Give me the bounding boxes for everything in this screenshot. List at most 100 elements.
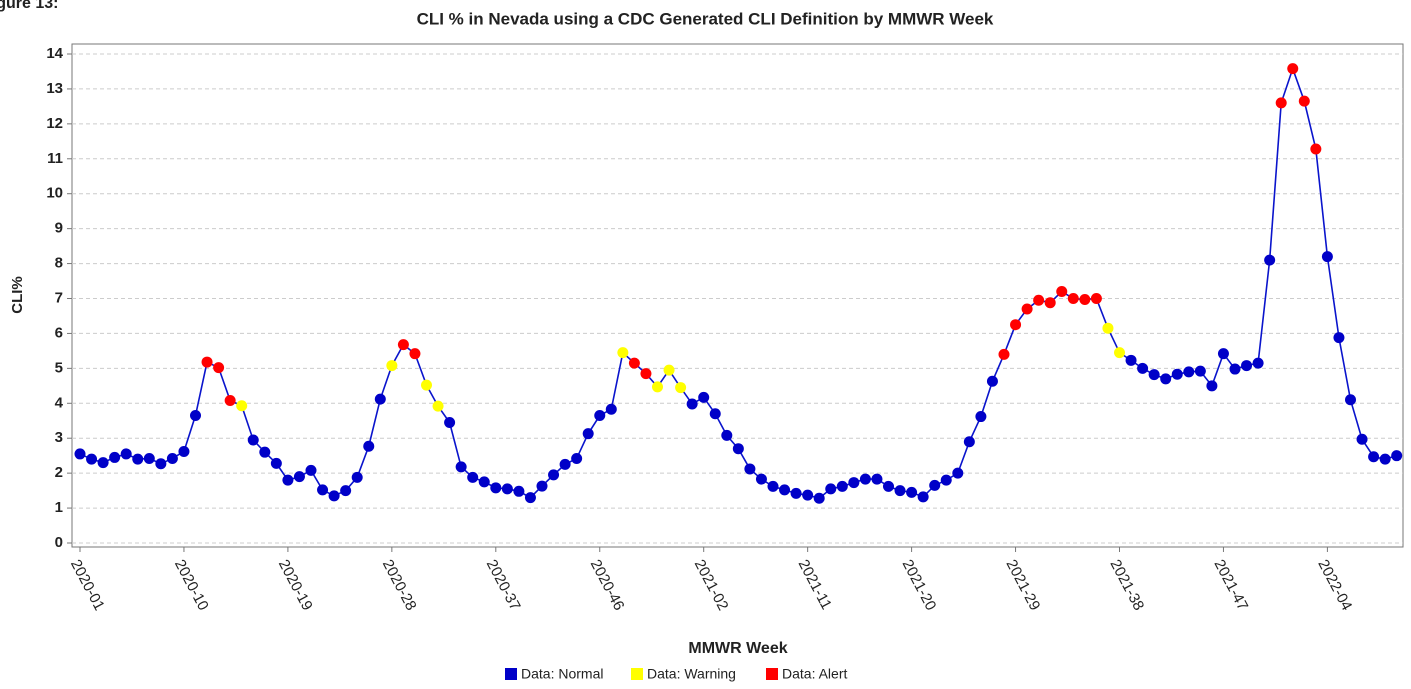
data-point (1287, 63, 1299, 75)
data-point (340, 485, 352, 497)
data-point (917, 491, 929, 503)
x-tick-label: 2020-37 (483, 557, 524, 614)
x-tick-label: 2020-10 (171, 557, 212, 614)
data-point (97, 457, 109, 469)
data-point (536, 480, 548, 492)
data-point (293, 471, 305, 483)
data-point (755, 473, 767, 485)
data-point (444, 416, 456, 428)
data-point (1333, 332, 1345, 344)
legend-label: Data: Normal (521, 666, 603, 682)
data-point (1114, 347, 1125, 359)
chart-title: CLI % in Nevada using a CDC Generated CL… (417, 9, 994, 28)
data-point (478, 476, 490, 488)
x-tick-label: 2022-04 (1314, 557, 1355, 614)
data-point (132, 453, 144, 465)
data-point (1079, 294, 1091, 306)
data-point (374, 393, 386, 405)
data-point (166, 452, 178, 464)
data-point (1379, 453, 1391, 465)
data-point (859, 473, 871, 485)
data-point (1148, 369, 1160, 381)
x-tick-label: 2021-02 (691, 557, 732, 614)
data-point (317, 484, 329, 496)
data-point (409, 348, 421, 360)
data-point (513, 485, 525, 497)
legend-swatch (766, 668, 778, 680)
y-tick-label: 0 (55, 534, 63, 551)
data-point (259, 446, 271, 458)
data-point (929, 479, 941, 491)
x-tick-label: 2020-19 (275, 557, 316, 614)
data-point (363, 440, 375, 452)
data-point (906, 486, 918, 498)
x-tick-label: 2020-01 (67, 557, 108, 614)
data-point (779, 484, 791, 496)
y-tick-label: 2 (55, 464, 63, 481)
y-tick-label: 8 (55, 255, 63, 272)
x-axis-title: MMWR Week (688, 640, 787, 657)
data-point (328, 490, 340, 502)
data-point (178, 445, 190, 457)
data-point (836, 480, 848, 492)
legend-label: Data: Warning (647, 666, 736, 682)
data-point (1033, 294, 1045, 306)
data-point (236, 400, 248, 412)
data-point (605, 403, 617, 415)
data-point (213, 362, 225, 374)
data-point (1252, 357, 1264, 369)
x-tick-label: 2021-47 (1210, 557, 1251, 614)
data-point (86, 453, 98, 465)
data-point (305, 464, 317, 476)
data-line (79, 66, 1397, 500)
data-point (74, 448, 86, 460)
y-tick-label: 1 (55, 499, 63, 516)
x-tick-label: 2021-38 (1106, 557, 1147, 614)
data-point (767, 480, 779, 492)
data-point (397, 339, 409, 351)
data-point (1356, 433, 1368, 445)
x-tick-label: 2020-46 (587, 557, 628, 614)
data-point (1090, 293, 1102, 304)
data-point (224, 394, 236, 406)
data-point (467, 471, 479, 483)
x-tick-label: 2021-11 (795, 557, 835, 613)
data-point (802, 489, 814, 501)
y-tick-label: 3 (55, 429, 63, 446)
y-tick-label: 12 (46, 115, 63, 132)
legend-swatch (631, 668, 643, 680)
data-point (825, 483, 837, 495)
data-point (455, 461, 467, 473)
data-point (744, 463, 756, 475)
data-point (109, 451, 121, 463)
data-point (594, 410, 606, 422)
data-point (1264, 254, 1276, 266)
data-point (1044, 297, 1056, 309)
data-point (1391, 450, 1403, 462)
data-point (998, 348, 1010, 360)
data-point (501, 483, 513, 495)
data-point (386, 360, 398, 372)
data-point (1229, 363, 1241, 375)
data-point (628, 357, 640, 369)
y-tick-label: 10 (46, 185, 63, 202)
data-point (490, 482, 502, 494)
data-point (709, 408, 721, 420)
data-point (1345, 394, 1356, 406)
data-point (975, 411, 987, 423)
data-point (1125, 354, 1137, 366)
y-tick-label: 6 (55, 324, 63, 341)
data-point (894, 485, 906, 497)
data-point (155, 458, 167, 470)
x-tick-label: 2021-29 (1003, 557, 1044, 614)
y-axis-title: CLI% (9, 276, 26, 314)
data-point (1310, 143, 1322, 155)
data-point (1102, 322, 1114, 334)
data-point (663, 364, 675, 376)
data-point (247, 434, 259, 446)
data-point (1321, 251, 1333, 263)
data-point (190, 410, 201, 422)
data-point (1067, 293, 1079, 304)
data-point (883, 480, 894, 492)
data-point (548, 469, 560, 481)
